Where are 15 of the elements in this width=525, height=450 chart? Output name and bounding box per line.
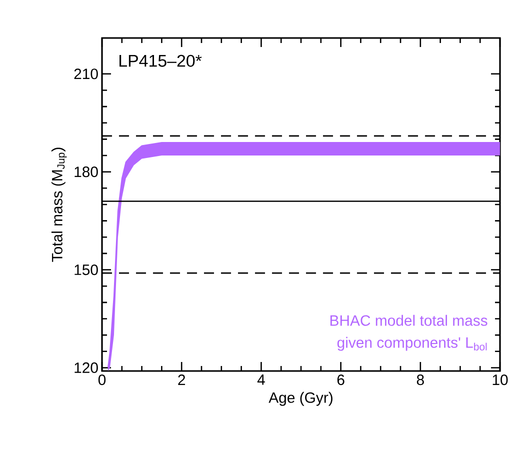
annotation: given components' L$_{bol}$ — [337, 336, 487, 351]
annotation: BHAC model total mass — [330, 314, 488, 326]
x-tick-label: 8 — [416, 374, 424, 386]
y-tick-label: 210 — [74, 68, 98, 80]
x-tick-label: 2 — [178, 374, 186, 385]
text: LP415–20* — [120, 54, 202, 67]
y-tick-label: 180 — [74, 166, 98, 178]
x-tick-label: 0 — [98, 374, 106, 386]
x-tick-label: 6 — [337, 374, 344, 386]
y-axis-title: Total mass (M$_{Jup}$) — [51, 148, 67, 262]
y-tick-label: 120 — [74, 362, 98, 374]
x-tick-label: 10 — [492, 374, 508, 386]
x-axis-title: Age (Gyr) — [268, 392, 332, 406]
x-tick-label: 4 — [257, 374, 265, 385]
y-tick-label: 150 — [74, 264, 98, 276]
